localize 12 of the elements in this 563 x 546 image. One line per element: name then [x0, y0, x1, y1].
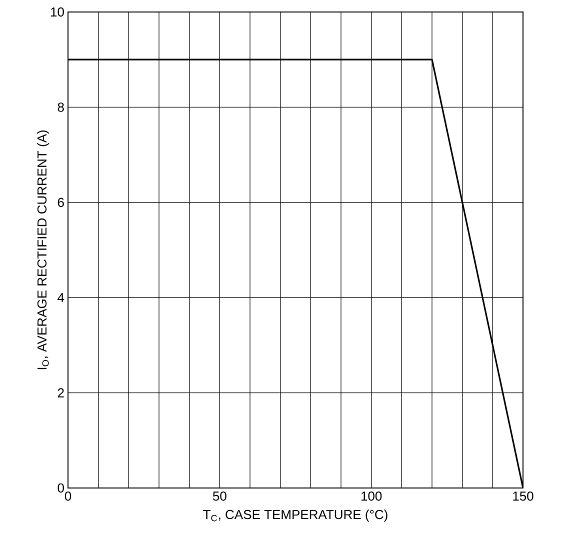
y-axis-title: I$_{O}$, AVERAGE RECTIFIED CURRENT (A) [37, 130, 50, 370]
y-tick-label: 8 [58, 102, 64, 112]
x-tick-label: 100 [361, 492, 382, 501]
y-tick-label: 6 [58, 198, 64, 207]
x-axis-title: T$_{C}$, CASE TEMPERATURE (°C) [203, 510, 388, 522]
x-tick-label: 0 [64, 492, 72, 501]
x-tick-label: 50 [212, 492, 226, 501]
y-tick-label: 2 [58, 388, 64, 398]
x-tick-label: 150 [513, 492, 534, 501]
y-tick-label: 10 [51, 7, 64, 17]
y-tick-label: 0 [58, 483, 64, 493]
y-tick-label: 4 [58, 293, 64, 302]
